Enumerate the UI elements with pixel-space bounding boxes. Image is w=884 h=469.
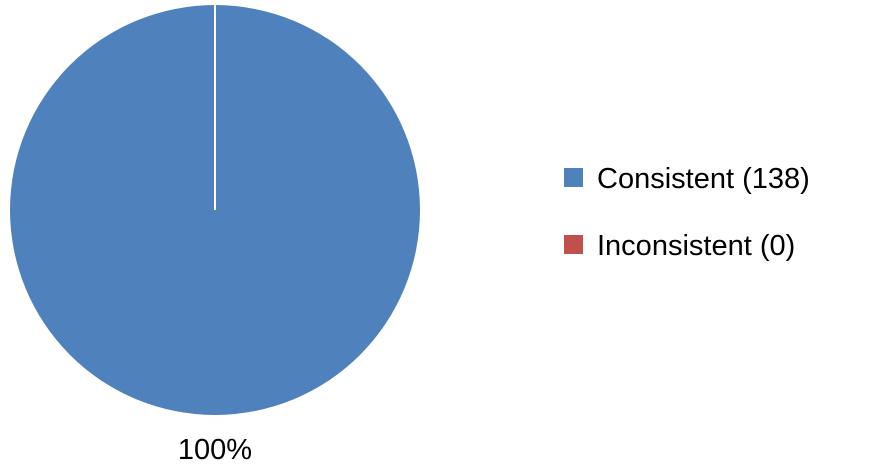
pie-slices [10,5,420,415]
legend-swatch-inconsistent [564,235,583,254]
data-labels: 100% [178,434,252,466]
data-label-consistent: 100% [178,434,252,466]
legend-label-inconsistent: Inconsistent (0) [597,230,795,262]
legend: Consistent (138) Inconsistent (0) [564,163,810,262]
legend-swatch-consistent [564,168,583,187]
legend-label-consistent: Consistent (138) [597,163,810,195]
